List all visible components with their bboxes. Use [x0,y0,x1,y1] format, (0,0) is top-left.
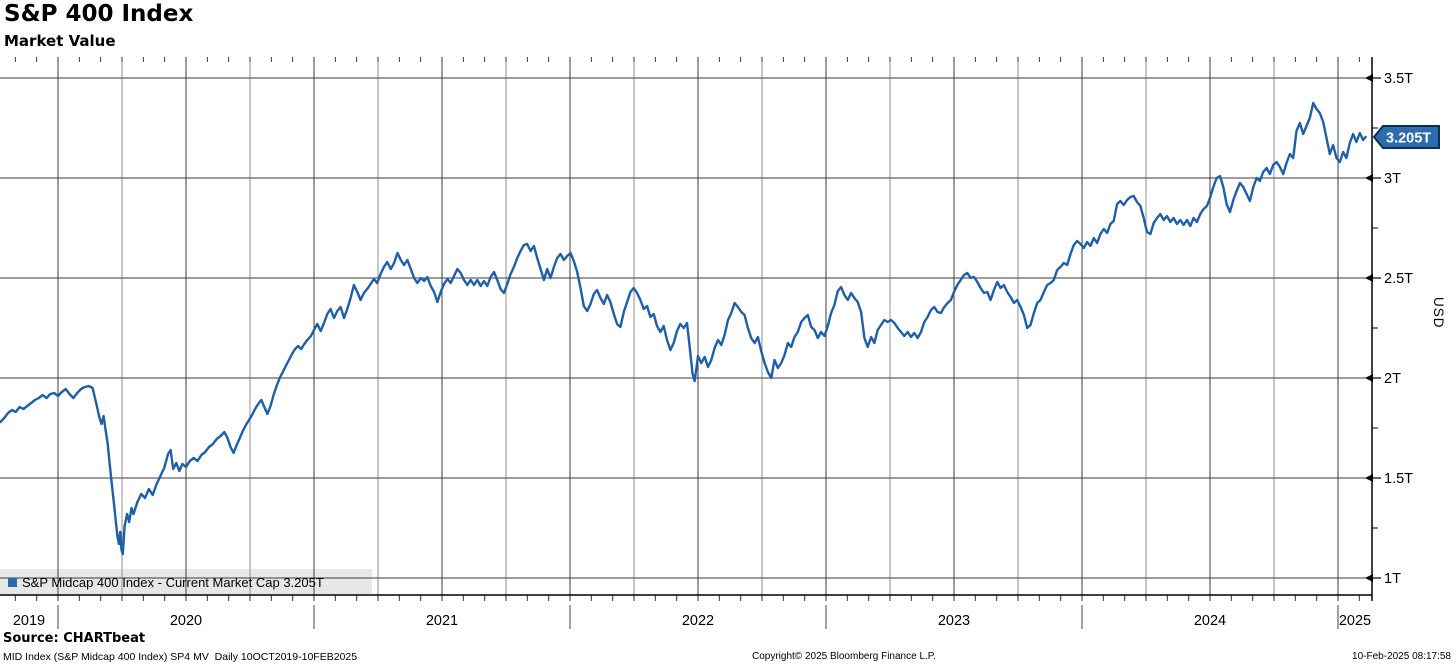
y-tick-label: 2.5T [1384,271,1413,287]
x-year-label: 2021 [426,613,458,629]
last-price-label: 3.205T [1386,131,1431,147]
horizontal-gridlines [0,77,1372,579]
y-tick-label: 3T [1384,171,1401,187]
x-year-label: 2024 [1194,613,1226,629]
page-title: S&P 400 Index [4,1,194,27]
y-tick-label: 2T [1384,371,1401,387]
legend: S&P Midcap 400 Index - Current Market Ca… [8,572,324,592]
x-year-label: 2025 [1339,613,1371,629]
page-subtitle: Market Value [4,32,116,50]
legend-label: S&P Midcap 400 Index - Current Market Ca… [22,574,324,590]
last-price-tag: 3.205T [1372,125,1440,149]
footer-timestamp: 10-Feb-2025 08:17:58 [1352,651,1451,662]
y-tick-label: 1.5T [1384,471,1413,487]
legend-series-swatch-icon [8,577,17,587]
x-year-label: 2020 [170,613,202,629]
vertical-gridlines [57,57,1339,595]
y-tick-label: 3.5T [1384,71,1413,87]
footer-descriptor: MID Index (S&P Midcap 400 Index) SP4 MV … [3,651,358,663]
footer-source: Source: CHARTbeat [3,631,146,646]
edge-minor-ticks [14,57,1360,601]
y-axis-ticks: 1T 1.5T 2T 2.5T 3T 3.5T [1365,71,1413,587]
y-tick-label: 1T [1384,571,1401,587]
footer-copyright: Copyright© 2025 Bloomberg Finance L.P. [752,651,936,662]
x-year-label: 2023 [938,613,970,629]
x-year-label: 2019 [13,613,45,629]
x-year-label: 2022 [682,613,714,629]
axes [0,57,1373,601]
price-line-series [0,101,1367,556]
x-axis-labels: 2019 2020 2021 2022 2023 2024 2025 [13,605,1371,629]
y-axis-unit-label: USD [1431,297,1446,329]
